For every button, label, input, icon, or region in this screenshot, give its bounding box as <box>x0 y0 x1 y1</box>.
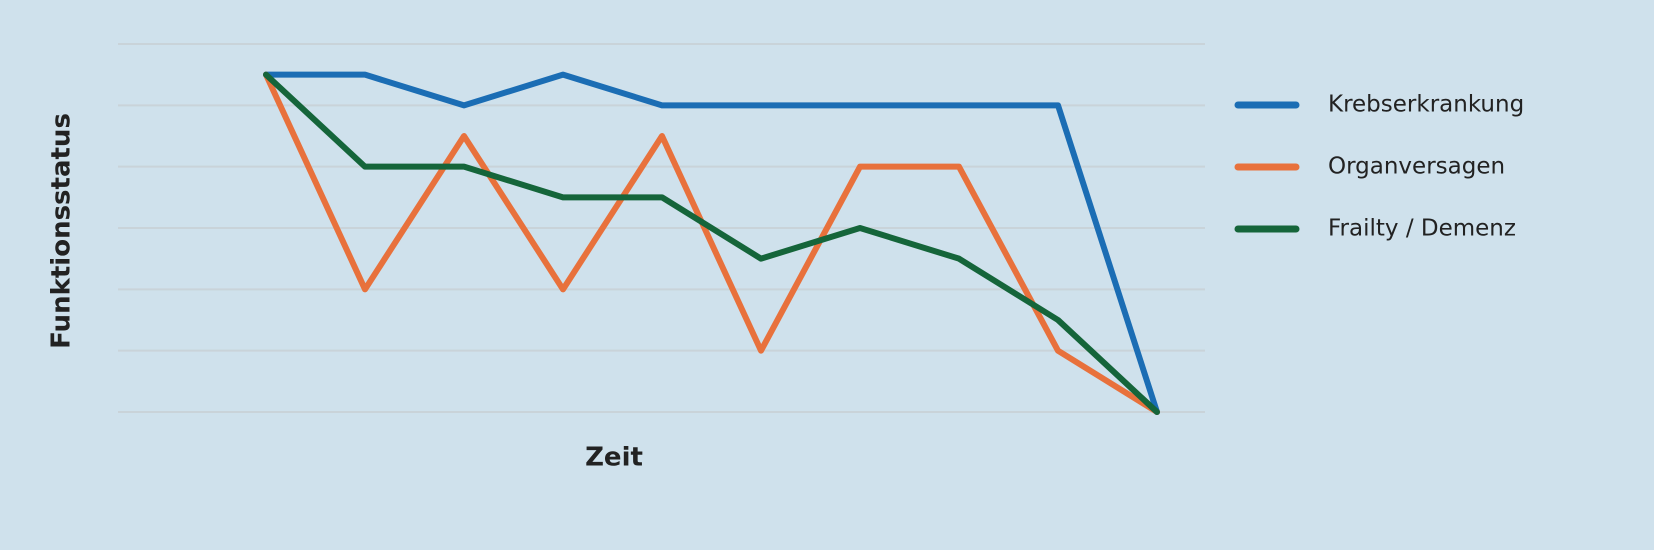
series-line <box>263 71 1160 415</box>
series-line <box>263 71 1160 415</box>
series-line <box>263 71 1160 415</box>
legend-label: Frailty / Demenz <box>1328 216 1516 242</box>
x-axis-label: Zeit <box>585 443 643 473</box>
legend-label: Organversagen <box>1328 154 1505 180</box>
y-axis-label: Funktionsstatus <box>47 113 77 349</box>
legend-label: Krebserkrankung <box>1328 92 1524 118</box>
